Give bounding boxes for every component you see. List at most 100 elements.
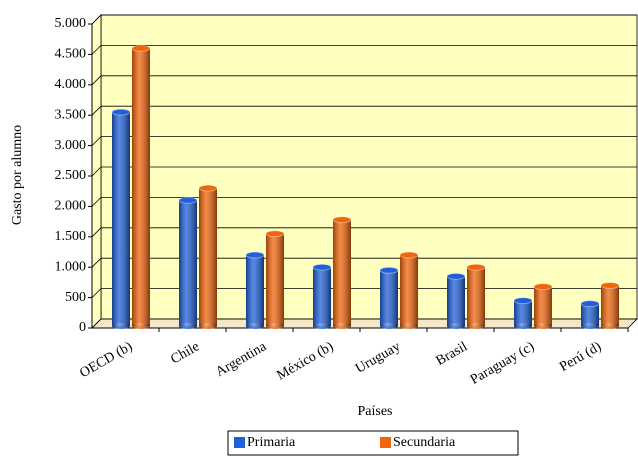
bar <box>245 251 265 329</box>
bar-base-shade <box>467 323 485 329</box>
bar-shade <box>514 300 532 326</box>
bar-base-shade <box>132 323 150 329</box>
x-tick-label: Paraguay (c) <box>468 339 537 388</box>
bar <box>312 263 332 329</box>
bar <box>466 263 486 329</box>
bar-shade <box>199 188 217 326</box>
grid-line-side <box>91 318 102 329</box>
bar-cap <box>131 44 151 52</box>
bar-shade <box>467 267 485 326</box>
bar-cap <box>245 251 265 259</box>
bar-cap <box>399 251 419 259</box>
bar <box>131 44 151 329</box>
bar <box>399 251 419 329</box>
bar-shade <box>179 200 197 326</box>
bar <box>513 297 533 329</box>
x-tick-label: México (b) <box>274 339 336 383</box>
bar-cap <box>600 281 620 289</box>
bar <box>580 300 600 329</box>
y-tick-label: 5.000 <box>55 16 87 31</box>
x-tick-label: Brasil <box>434 339 471 369</box>
bar-shade <box>581 303 599 326</box>
bar <box>198 184 218 329</box>
grid-line-side <box>91 45 102 55</box>
grid-line-side <box>91 166 102 177</box>
bar-base-shade <box>380 323 398 329</box>
bar-base-shade <box>313 323 331 329</box>
x-tick-label: Perú (d) <box>557 339 604 375</box>
x-tick-label: OECD (b) <box>77 339 135 381</box>
y-tick-label: 0 <box>79 320 86 335</box>
bar <box>379 266 399 329</box>
y-tick-label: 4.000 <box>55 77 87 92</box>
bar-base-shade <box>199 323 217 329</box>
y-axis-title: Gasto por alumno <box>10 125 25 225</box>
bar-base-shade <box>179 323 197 329</box>
legend-swatch <box>380 437 391 448</box>
bar-cap <box>446 272 466 280</box>
y-tick-label: 3.000 <box>55 138 87 153</box>
bar-base-shade <box>447 323 465 329</box>
bar-shade <box>333 219 351 326</box>
bar-shade <box>601 285 619 326</box>
y-tick-label: 500 <box>65 290 86 305</box>
bar-base-shade <box>514 323 532 329</box>
bar-shade <box>112 112 130 326</box>
grid-line-side <box>91 136 102 146</box>
grid-line-side <box>91 197 102 207</box>
bar-shade <box>534 286 552 326</box>
floor <box>91 318 638 329</box>
x-tick-label: Argentina <box>213 339 269 380</box>
bar-base-shade <box>333 323 351 329</box>
y-tick-label: 2.500 <box>55 168 87 183</box>
bar-cap <box>265 230 285 238</box>
bar-base-shade <box>112 323 130 329</box>
bar-cap <box>580 300 600 308</box>
bar-cap <box>312 263 332 271</box>
bar <box>533 283 553 329</box>
legend <box>227 430 519 456</box>
y-tick-label: 1.000 <box>55 259 87 274</box>
y-tick-label: 4.500 <box>55 47 87 62</box>
grid-line-side <box>91 75 102 86</box>
bar-cap <box>178 196 198 204</box>
bar-cap <box>198 184 218 192</box>
bar <box>111 108 131 329</box>
bar-base-shade <box>246 323 264 329</box>
bar-shade <box>447 276 465 326</box>
y-tick-label: 2.000 <box>55 199 87 214</box>
legend-label: Primaria <box>247 435 296 450</box>
bar-shade <box>266 233 284 326</box>
bar-base-shade <box>581 323 599 329</box>
bar <box>446 272 466 329</box>
legend-label: Secundaria <box>393 435 456 450</box>
bar-cap <box>513 297 533 305</box>
bar-base-shade <box>266 323 284 329</box>
bar-cap <box>332 216 352 224</box>
grid-line-side <box>91 14 102 25</box>
bar <box>265 230 285 329</box>
y-tick-label: 3.500 <box>55 107 87 122</box>
bar-shade <box>400 255 418 326</box>
grid-line-side <box>91 227 102 238</box>
bar-shade <box>380 270 398 326</box>
bar-shade <box>313 267 331 326</box>
bar <box>178 196 198 329</box>
grid-line-side <box>91 288 102 298</box>
bar-base-shade <box>534 323 552 329</box>
y-tick-label: 1.500 <box>55 229 87 244</box>
x-axis-title: Países <box>358 404 393 419</box>
x-tick-label: Uruguay <box>353 339 403 376</box>
bar-base-shade <box>601 323 619 329</box>
bar <box>332 216 352 329</box>
bar-base-shade <box>400 323 418 329</box>
grid-line-side <box>91 257 102 268</box>
x-tick-label: Chile <box>168 339 202 367</box>
legend-swatch <box>234 437 245 448</box>
bar-shade <box>246 255 264 326</box>
bar-cap <box>533 283 553 291</box>
grid-line-side <box>91 105 102 116</box>
bar-shade <box>132 48 150 326</box>
bar-cap <box>379 266 399 274</box>
